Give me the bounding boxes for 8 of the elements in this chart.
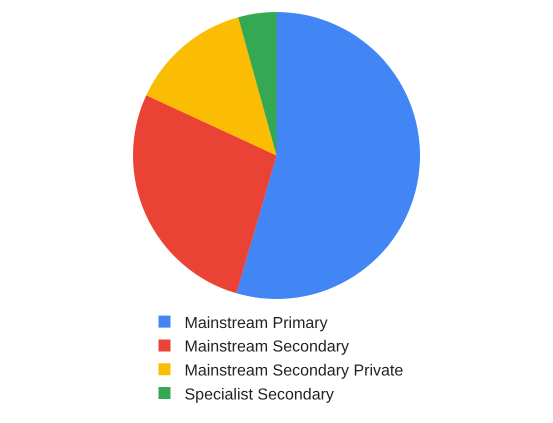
pie-slice — [236, 12, 420, 299]
pie-slice — [146, 17, 276, 156]
pie-slice — [133, 95, 276, 294]
legend-label: Specialist Secondary — [184, 386, 334, 404]
legend-label: Mainstream Secondary Private — [184, 362, 404, 380]
legend-label: Mainstream Primary — [184, 314, 328, 332]
pie-slice — [238, 12, 276, 156]
legend-label: Mainstream Secondary — [184, 338, 350, 356]
